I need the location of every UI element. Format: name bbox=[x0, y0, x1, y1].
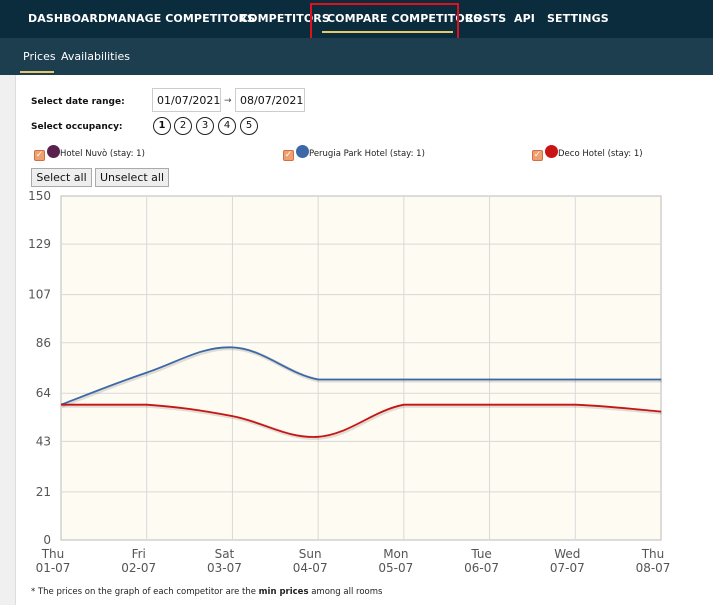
competitor-color-dot bbox=[47, 145, 60, 158]
sub-navigation: Prices Availabilities bbox=[0, 38, 713, 75]
y-tick-label: 43 bbox=[36, 434, 51, 448]
y-tick-label: 150 bbox=[28, 189, 51, 203]
nav-api[interactable]: API bbox=[514, 12, 535, 25]
x-tick-date-label: 04-07 bbox=[293, 561, 328, 575]
y-tick-label: 21 bbox=[36, 485, 51, 499]
competitor-checkbox[interactable]: ✓ bbox=[34, 150, 45, 161]
x-tick-day-label: Thu bbox=[641, 547, 665, 561]
top-navigation: DASHBOARD MANAGE COMPETITORS COMPETITORS… bbox=[0, 0, 713, 42]
y-tick-label: 86 bbox=[36, 336, 51, 350]
active-tab-underline bbox=[20, 71, 54, 73]
date-range-label: Select date range: bbox=[31, 97, 125, 107]
tab-prices[interactable]: Prices bbox=[23, 50, 56, 63]
competitor-name: Deco Hotel (stay: 1) bbox=[558, 149, 643, 159]
occupancy-option-1[interactable]: 1 bbox=[153, 117, 171, 135]
left-sidebar-strip bbox=[0, 75, 16, 605]
series-line-deco-hotel bbox=[60, 403, 662, 438]
x-tick-day-label: Fri bbox=[132, 547, 146, 561]
date-to-input[interactable]: 08/07/2021 bbox=[235, 88, 305, 112]
occupancy-option-5[interactable]: 5 bbox=[240, 117, 258, 135]
occupancy-option-3[interactable]: 3 bbox=[196, 117, 214, 135]
tab-availabilities[interactable]: Availabilities bbox=[61, 50, 131, 63]
competitor-name: Hotel Nuvò (stay: 1) bbox=[60, 149, 145, 159]
active-nav-highlight-box bbox=[310, 3, 459, 42]
select-all-button[interactable]: Select all bbox=[31, 168, 92, 187]
nav-costs[interactable]: COSTS bbox=[465, 12, 507, 25]
y-tick-label: 0 bbox=[43, 533, 51, 547]
x-tick-day-label: Thu bbox=[41, 547, 65, 561]
chart-footnote: * The prices on the graph of each compet… bbox=[31, 587, 382, 597]
nav-compare-competitors[interactable]: COMPARE COMPETITORS bbox=[327, 12, 482, 25]
nav-manage-competitors[interactable]: MANAGE COMPETITORS bbox=[107, 12, 256, 25]
occupancy-option-2[interactable]: 2 bbox=[174, 117, 192, 135]
x-tick-day-label: Sun bbox=[299, 547, 322, 561]
unselect-all-button[interactable]: Unselect all bbox=[95, 168, 169, 187]
x-tick-date-label: 05-07 bbox=[378, 561, 413, 575]
y-tick-label: 129 bbox=[28, 237, 51, 251]
footnote-bold: min prices bbox=[258, 587, 309, 597]
chart-plot-area bbox=[60, 195, 662, 541]
competitor-name: Perugia Park Hotel (stay: 1) bbox=[309, 149, 425, 159]
active-nav-underline bbox=[322, 31, 453, 33]
x-tick-day-label: Mon bbox=[383, 547, 408, 561]
competitor-color-dot bbox=[296, 145, 309, 158]
competitor-color-dot bbox=[545, 145, 558, 158]
x-tick-date-label: 03-07 bbox=[207, 561, 242, 575]
x-tick-day-label: Sat bbox=[215, 547, 235, 561]
footnote-prefix: * The prices on the graph of each compet… bbox=[31, 587, 259, 597]
occupancy-option-4[interactable]: 4 bbox=[218, 117, 236, 135]
x-tick-date-label: 08-07 bbox=[636, 561, 671, 575]
competitor-checkbox[interactable]: ✓ bbox=[283, 150, 294, 161]
x-tick-day-label: Wed bbox=[554, 547, 580, 561]
footnote-suffix: among all rooms bbox=[308, 587, 383, 597]
x-tick-date-label: 02-07 bbox=[121, 561, 156, 575]
nav-settings[interactable]: SETTINGS bbox=[547, 12, 609, 25]
y-tick-label: 64 bbox=[36, 386, 51, 400]
date-range-arrow: → bbox=[224, 96, 232, 106]
series-line-shadow bbox=[61, 346, 662, 408]
x-tick-day-label: Tue bbox=[470, 547, 492, 561]
y-tick-label: 107 bbox=[28, 288, 51, 302]
nav-dashboard[interactable]: DASHBOARD bbox=[28, 12, 108, 25]
x-tick-date-label: 01-07 bbox=[36, 561, 71, 575]
series-line-perugia-park-hotel bbox=[60, 346, 661, 406]
nav-competitors[interactable]: COMPETITORS bbox=[240, 12, 330, 25]
occupancy-label: Select occupancy: bbox=[31, 122, 123, 132]
date-from-input[interactable]: 01/07/2021 bbox=[152, 88, 221, 112]
x-tick-date-label: 06-07 bbox=[464, 561, 499, 575]
competitor-checkbox[interactable]: ✓ bbox=[532, 150, 543, 161]
x-tick-date-label: 07-07 bbox=[550, 561, 585, 575]
